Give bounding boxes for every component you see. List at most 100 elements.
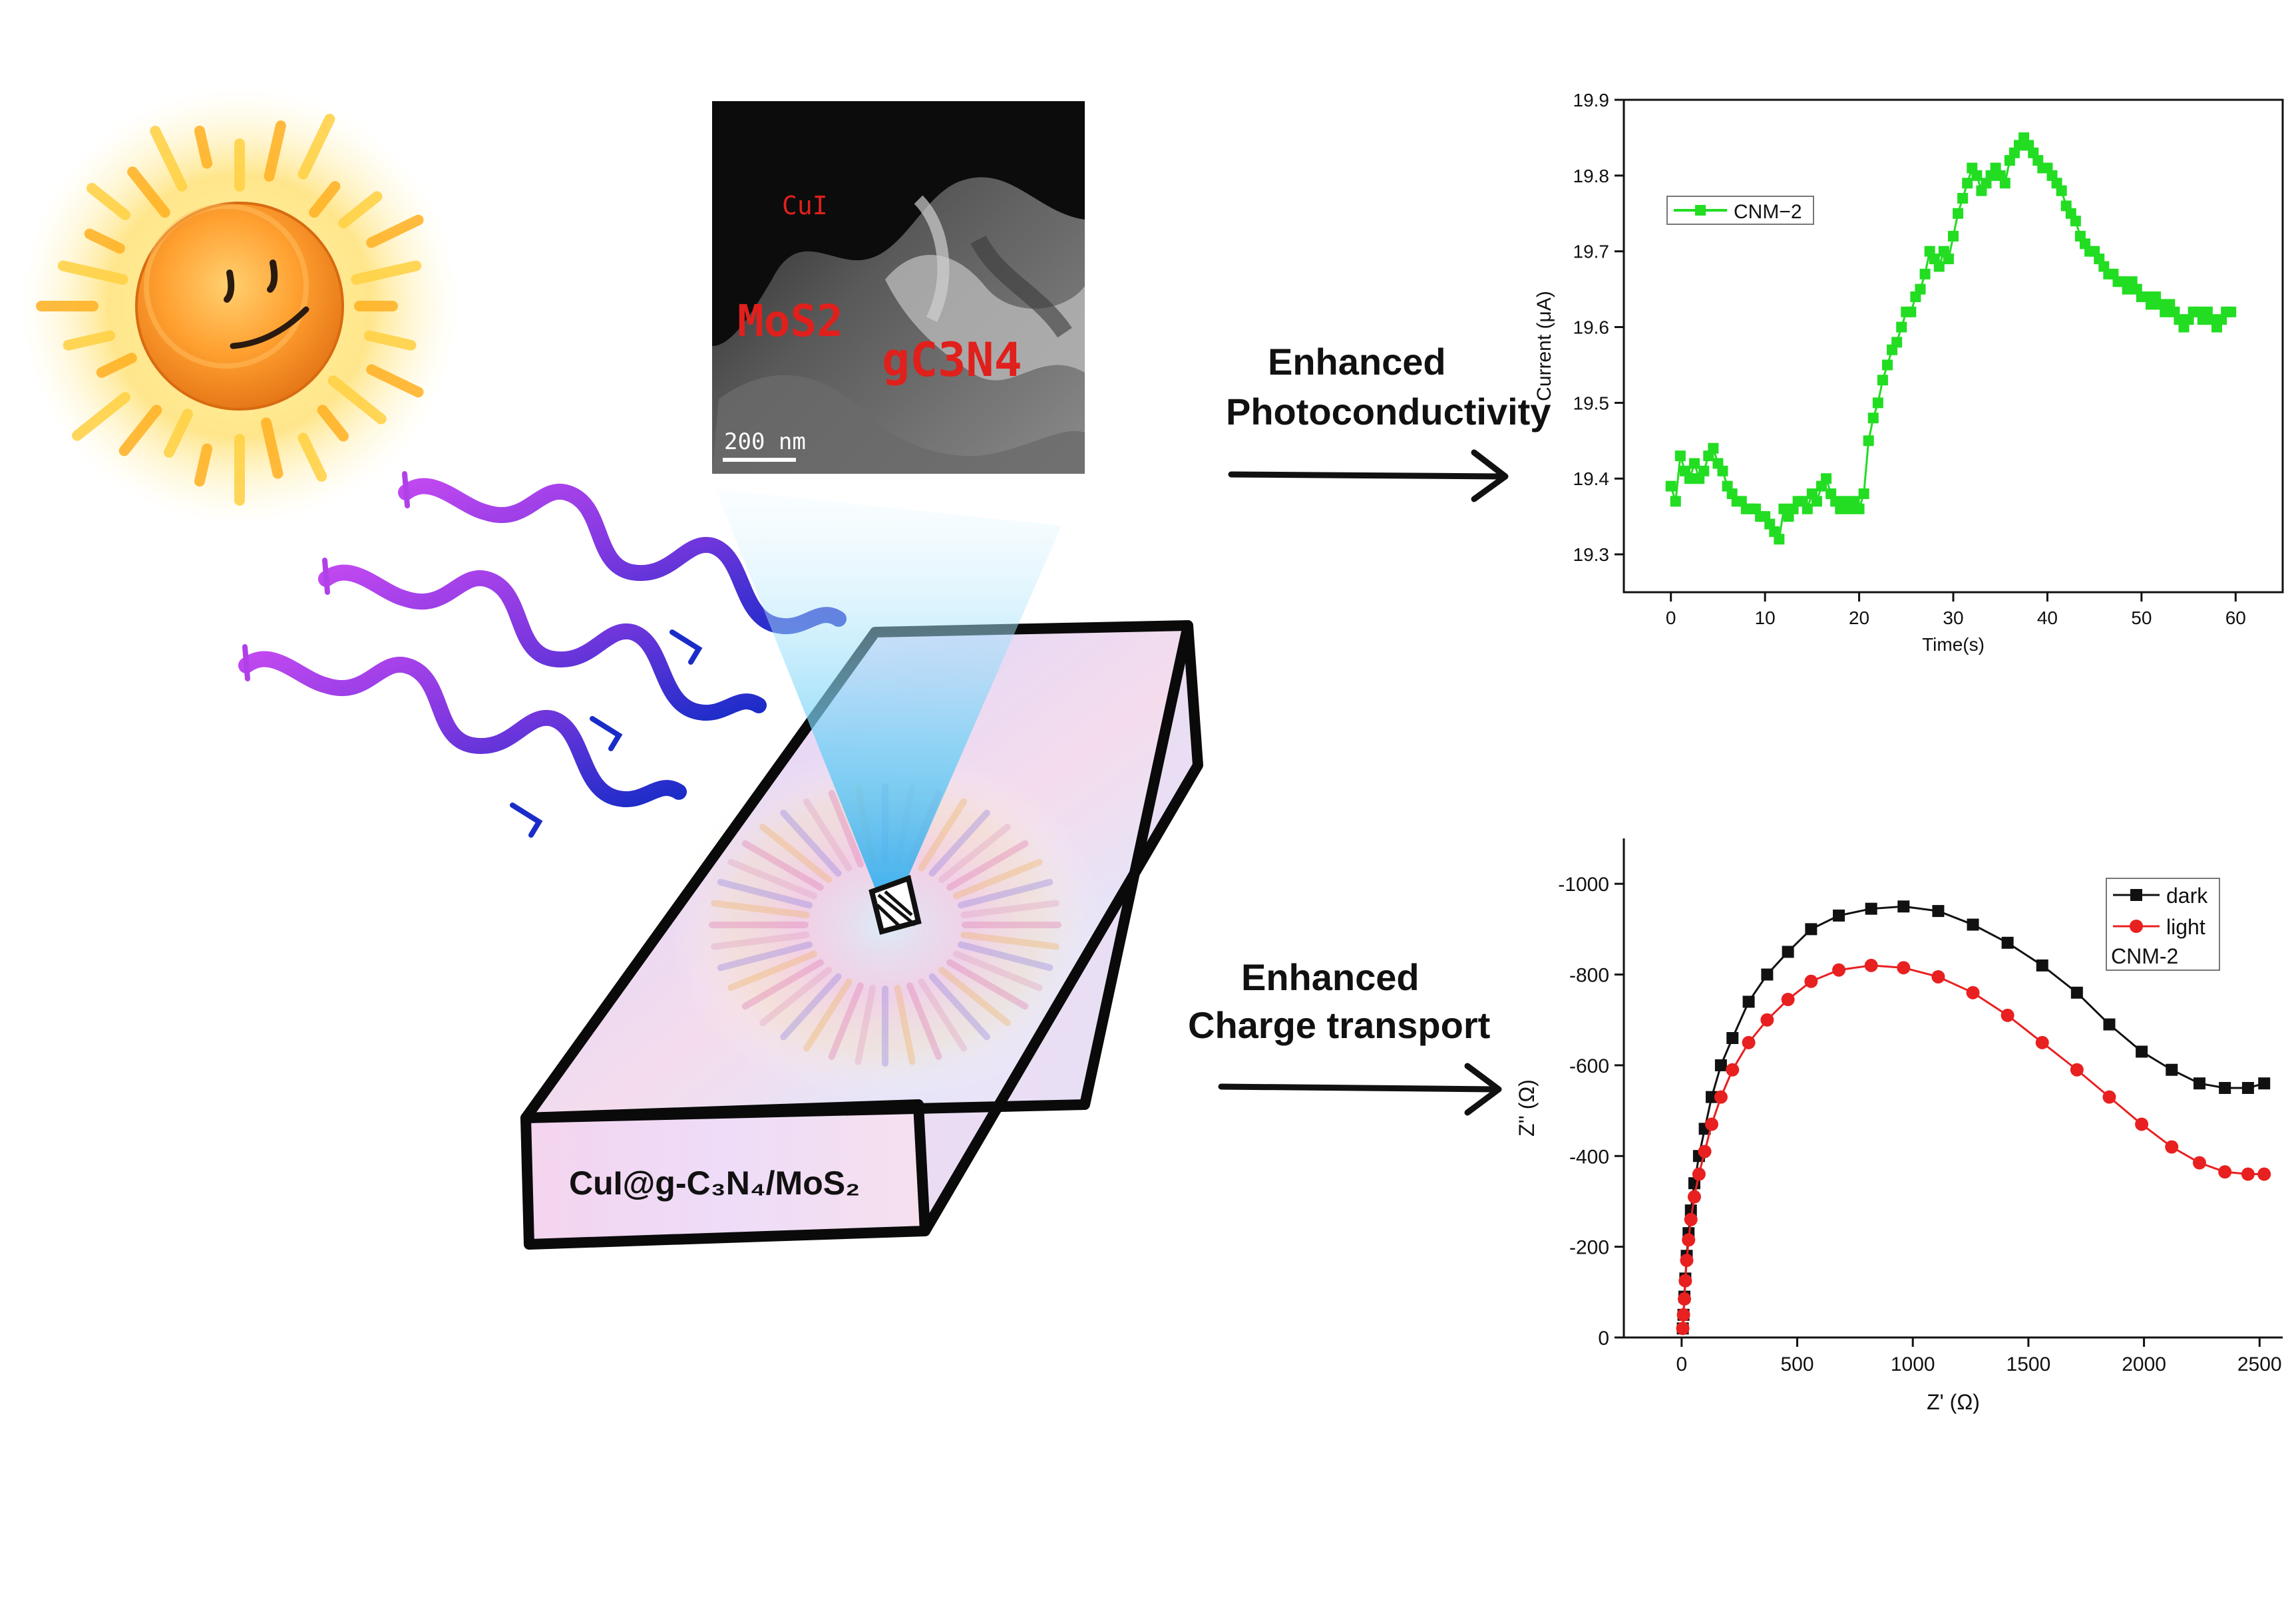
- chart1-y-ticks: 19.3 19.4 19.5 19.6 19.7 19.8 19.9: [1573, 90, 1624, 565]
- tem-label-gc3n4: gC3N4: [882, 333, 1022, 387]
- light-wave-icon: [318, 558, 767, 751]
- chart1-data-point: [1811, 496, 1822, 507]
- chart2-data-point-light: [1676, 1308, 1690, 1322]
- sun-ray: [118, 405, 162, 456]
- chart2-y-ticks: 0 -200 -400 -600 -800 -1000: [1558, 874, 1624, 1349]
- chart2-ytick-label: -400: [1569, 1146, 1609, 1168]
- chart2-data-point-dark: [1684, 1204, 1697, 1217]
- chart1-data-point: [1971, 170, 1983, 181]
- chart2-xtick-label: 1500: [2007, 1353, 2051, 1375]
- tie-dye-pattern: [709, 783, 1061, 1067]
- tie-dye-stroke: [717, 941, 813, 972]
- tie-dye-stroke: [918, 978, 968, 1052]
- microscope-probe-icon: [715, 489, 1061, 935]
- tie-dye-stroke: [938, 823, 1011, 884]
- chart2-data-point-light: [1687, 1190, 1701, 1204]
- chart1-data-point: [1891, 337, 1903, 348]
- scale-bar-label: 200 nm: [724, 429, 806, 455]
- chart1-data-point: [1863, 435, 1874, 446]
- chart2-data-point-light: [1832, 963, 1846, 977]
- tie-dye-stroke: [958, 941, 1053, 972]
- material-label: CuI@g-C₃N₄/MoS₂: [569, 1164, 860, 1202]
- chart1-data-point: [1919, 268, 1931, 279]
- chart2-data-point-dark: [1761, 968, 1774, 981]
- chart1-xtick-label: 40: [2037, 608, 2058, 628]
- legend-marker-light: [2130, 920, 2143, 933]
- tie-dye-stroke: [759, 966, 833, 1027]
- chart2-data-point-light: [2257, 1167, 2271, 1181]
- tie-dye-stroke: [952, 858, 1043, 900]
- tie-dye-stroke: [906, 982, 942, 1060]
- chart1-data-point: [1953, 208, 1964, 219]
- chart1-data-point: [1774, 534, 1785, 545]
- chart2-data-point-light: [1705, 1117, 1718, 1131]
- chart2-data-point-light: [1897, 961, 1911, 975]
- chart2-data-point-dark: [2241, 1082, 2254, 1094]
- chart1-xtick-label: 10: [1755, 608, 1776, 628]
- chart1-data-point: [1698, 465, 1710, 476]
- tie-dye-stroke: [727, 858, 818, 900]
- sun-ray: [63, 330, 116, 351]
- chart1-data-point: [2056, 185, 2067, 196]
- legend-marker-cnm2: [1695, 205, 1706, 216]
- chart2-data-point-light: [1676, 1322, 1690, 1335]
- sun-icon: [20, 87, 459, 526]
- tie-dye-stroke: [918, 798, 968, 872]
- chart2-data-point-light: [1680, 1254, 1694, 1268]
- sun-ray: [363, 330, 417, 351]
- chart1-x-ticks: 0 10 20 30 40 50 60: [1666, 592, 2246, 628]
- chart1-frame: [1623, 98, 2284, 594]
- chart2-data-point-light: [1864, 958, 1878, 972]
- tie-dye-stroke: [741, 840, 824, 891]
- tie-dye-stroke: [780, 809, 842, 877]
- legend-marker-dark: [2130, 889, 2142, 901]
- chart2-data-point-light: [1682, 1233, 1696, 1247]
- chart2-data-point-dark: [2219, 1082, 2231, 1094]
- chart1-data-point: [1896, 321, 1907, 333]
- tie-dye-stroke: [952, 950, 1043, 991]
- chart1-ytick-label: 19.4: [1573, 468, 1610, 489]
- chart2-data-point-dark: [2036, 959, 2048, 972]
- chart2-data-point-light: [1781, 993, 1795, 1007]
- tie-dye-stroke: [727, 950, 818, 991]
- chart1-ytick-label: 19.9: [1573, 90, 1610, 110]
- chart1-ytick-label: 19.3: [1573, 544, 1610, 565]
- sun-ray: [194, 125, 213, 169]
- sun-ray: [261, 417, 284, 479]
- chart2-data-point-dark: [2001, 936, 2014, 949]
- arrow-right-icon: [1228, 471, 1504, 480]
- chart1-data-point: [1877, 375, 1888, 386]
- chart2-data-point-light: [1698, 1145, 1712, 1158]
- tie-dye-stroke: [928, 973, 990, 1041]
- tem-label-cui: CuI: [782, 191, 828, 220]
- scale-bar: [723, 458, 796, 462]
- chart2-series: [1676, 900, 2271, 1335]
- tie-dye-stroke: [803, 798, 853, 872]
- tie-dye-stroke: [946, 959, 1029, 1010]
- chart2-data-point-light: [2001, 1008, 2014, 1022]
- chart2-data-point-light: [1742, 1035, 1756, 1049]
- chart2-ylabel: Z'' (Ω): [1515, 1079, 1539, 1137]
- chart2-data-point-dark: [2193, 1077, 2205, 1090]
- chart1-data-point: [1821, 473, 1832, 484]
- chart2-data-point-light: [2135, 1117, 2149, 1131]
- chart1-xtick-label: 30: [1943, 608, 1963, 628]
- chart2-data-point-light: [1684, 1212, 1698, 1226]
- sun-ray: [327, 375, 387, 425]
- chart1-ytick-label: 19.6: [1573, 317, 1610, 338]
- legend-note: CNM-2: [2111, 944, 2178, 968]
- chart2-data-point-dark: [1726, 1032, 1739, 1044]
- chart1-data-point: [1802, 503, 1813, 514]
- chart2-ytick-label: -200: [1569, 1237, 1609, 1259]
- sun-ray: [297, 433, 327, 482]
- tie-dye-stroke: [960, 900, 1059, 918]
- sun-rays: [36, 113, 424, 506]
- chart2-data-point-light: [1692, 1167, 1706, 1181]
- sun-ray: [194, 443, 213, 487]
- chart2-xtick-label: 1000: [1891, 1353, 1935, 1375]
- chart1-ytick-label: 19.7: [1573, 242, 1610, 262]
- tie-dye-stroke: [759, 823, 833, 884]
- tie-dye-stroke: [855, 984, 876, 1065]
- chart1-data-point: [1872, 397, 1883, 409]
